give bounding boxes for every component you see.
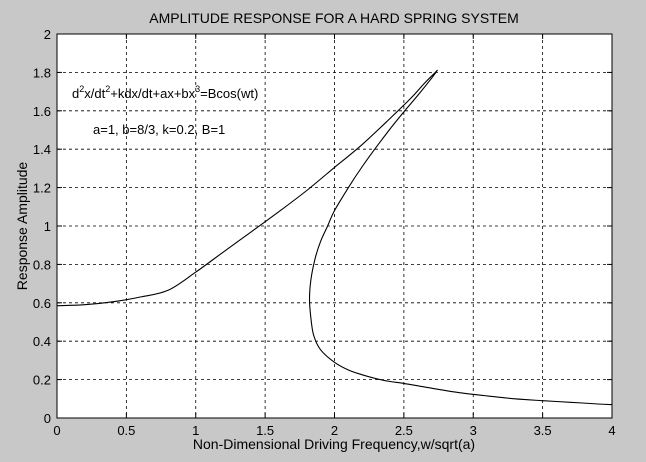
y-tick-label: 1.6 [33,104,51,119]
x-tick-label: 2.5 [395,423,413,438]
x-tick-label: 2 [331,423,338,438]
y-tick-label: 1 [44,219,51,234]
equation-superscript: 3 [195,84,200,94]
y-tick-label: 0.6 [33,296,51,311]
x-tick-label: 3 [470,423,477,438]
axis-ticks: 0 0.5 1 1.5 2 2.5 3 3.5 4 0 0.2 0.4 0.6 0.8 1 1.2 1.4 1.6… [33,27,616,438]
y-tick-label: 0.8 [33,257,51,272]
parameters-annotation: a=1, b=8/3, k=0.2, B=1 [93,122,225,137]
y-axis-label: Response Amplitude [14,162,30,291]
y-tick-label: 1.4 [33,142,51,157]
chart-title: AMPLITUDE RESPONSE FOR A HARD SPRING SYS… [149,10,519,26]
equation-part: d [72,86,79,101]
series-group [56,69,613,406]
x-tick-label: 1 [192,423,199,438]
x-tick-label: 1.5 [256,423,274,438]
x-tick-label: 3.5 [534,423,552,438]
response-curve [56,69,613,406]
x-tick-label: 0 [53,423,60,438]
y-tick-label: 1.2 [33,181,51,196]
x-tick-label: 0.5 [117,423,135,438]
y-tick-label: 2 [44,27,51,42]
equation-part: +kdx/dt+ax+bx [110,86,195,101]
x-tick-label: 4 [608,423,615,438]
equation-superscript: 2 [105,84,110,94]
equation-annotation: d2x/dt2+kdx/dt+ax+bx3=Bcos(wt) [72,84,258,101]
y-tick-label: 0.2 [33,373,51,388]
y-tick-label: 0.4 [33,334,51,349]
y-tick-label: 0 [44,411,51,426]
x-axis-label: Non-Dimensional Driving Frequency,w/sqrt… [193,436,475,452]
y-tick-label: 1.8 [33,65,51,80]
equation-part: =Bcos(wt) [200,86,258,101]
equation-part: x/dt [84,86,105,101]
grid [57,34,612,418]
equation-superscript: 2 [79,84,84,94]
